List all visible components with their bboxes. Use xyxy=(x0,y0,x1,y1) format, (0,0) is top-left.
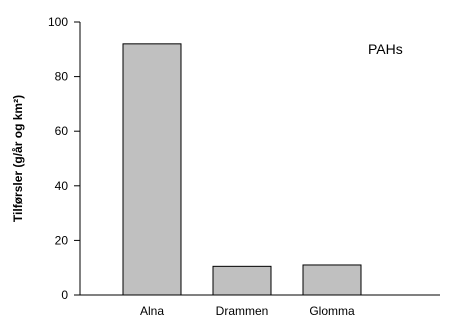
y-tick-label: 20 xyxy=(55,233,69,247)
x-tick-label-drammen: Drammen xyxy=(216,304,269,318)
y-tick-label: 80 xyxy=(55,70,69,84)
bar-glomma xyxy=(302,264,362,296)
category-labels: Alna Drammen Glomma xyxy=(140,304,355,318)
y-tick-label: 100 xyxy=(48,15,68,29)
x-tick-label-alna: Alna xyxy=(140,304,164,318)
y-tick-label: 40 xyxy=(55,179,69,193)
y-tick-label: 0 xyxy=(61,288,68,302)
bars xyxy=(122,43,362,296)
bar-drammen xyxy=(212,265,272,296)
y-tick-label: 60 xyxy=(55,124,69,138)
chart-annotation: PAHs xyxy=(368,41,403,57)
y-axis-label: Tilførsler (g/år og km²) xyxy=(11,95,25,222)
y-axis-ticks: 0 20 40 60 80 100 xyxy=(48,15,80,302)
bar-alna xyxy=(122,43,182,296)
x-tick-label-glomma: Glomma xyxy=(309,304,355,318)
